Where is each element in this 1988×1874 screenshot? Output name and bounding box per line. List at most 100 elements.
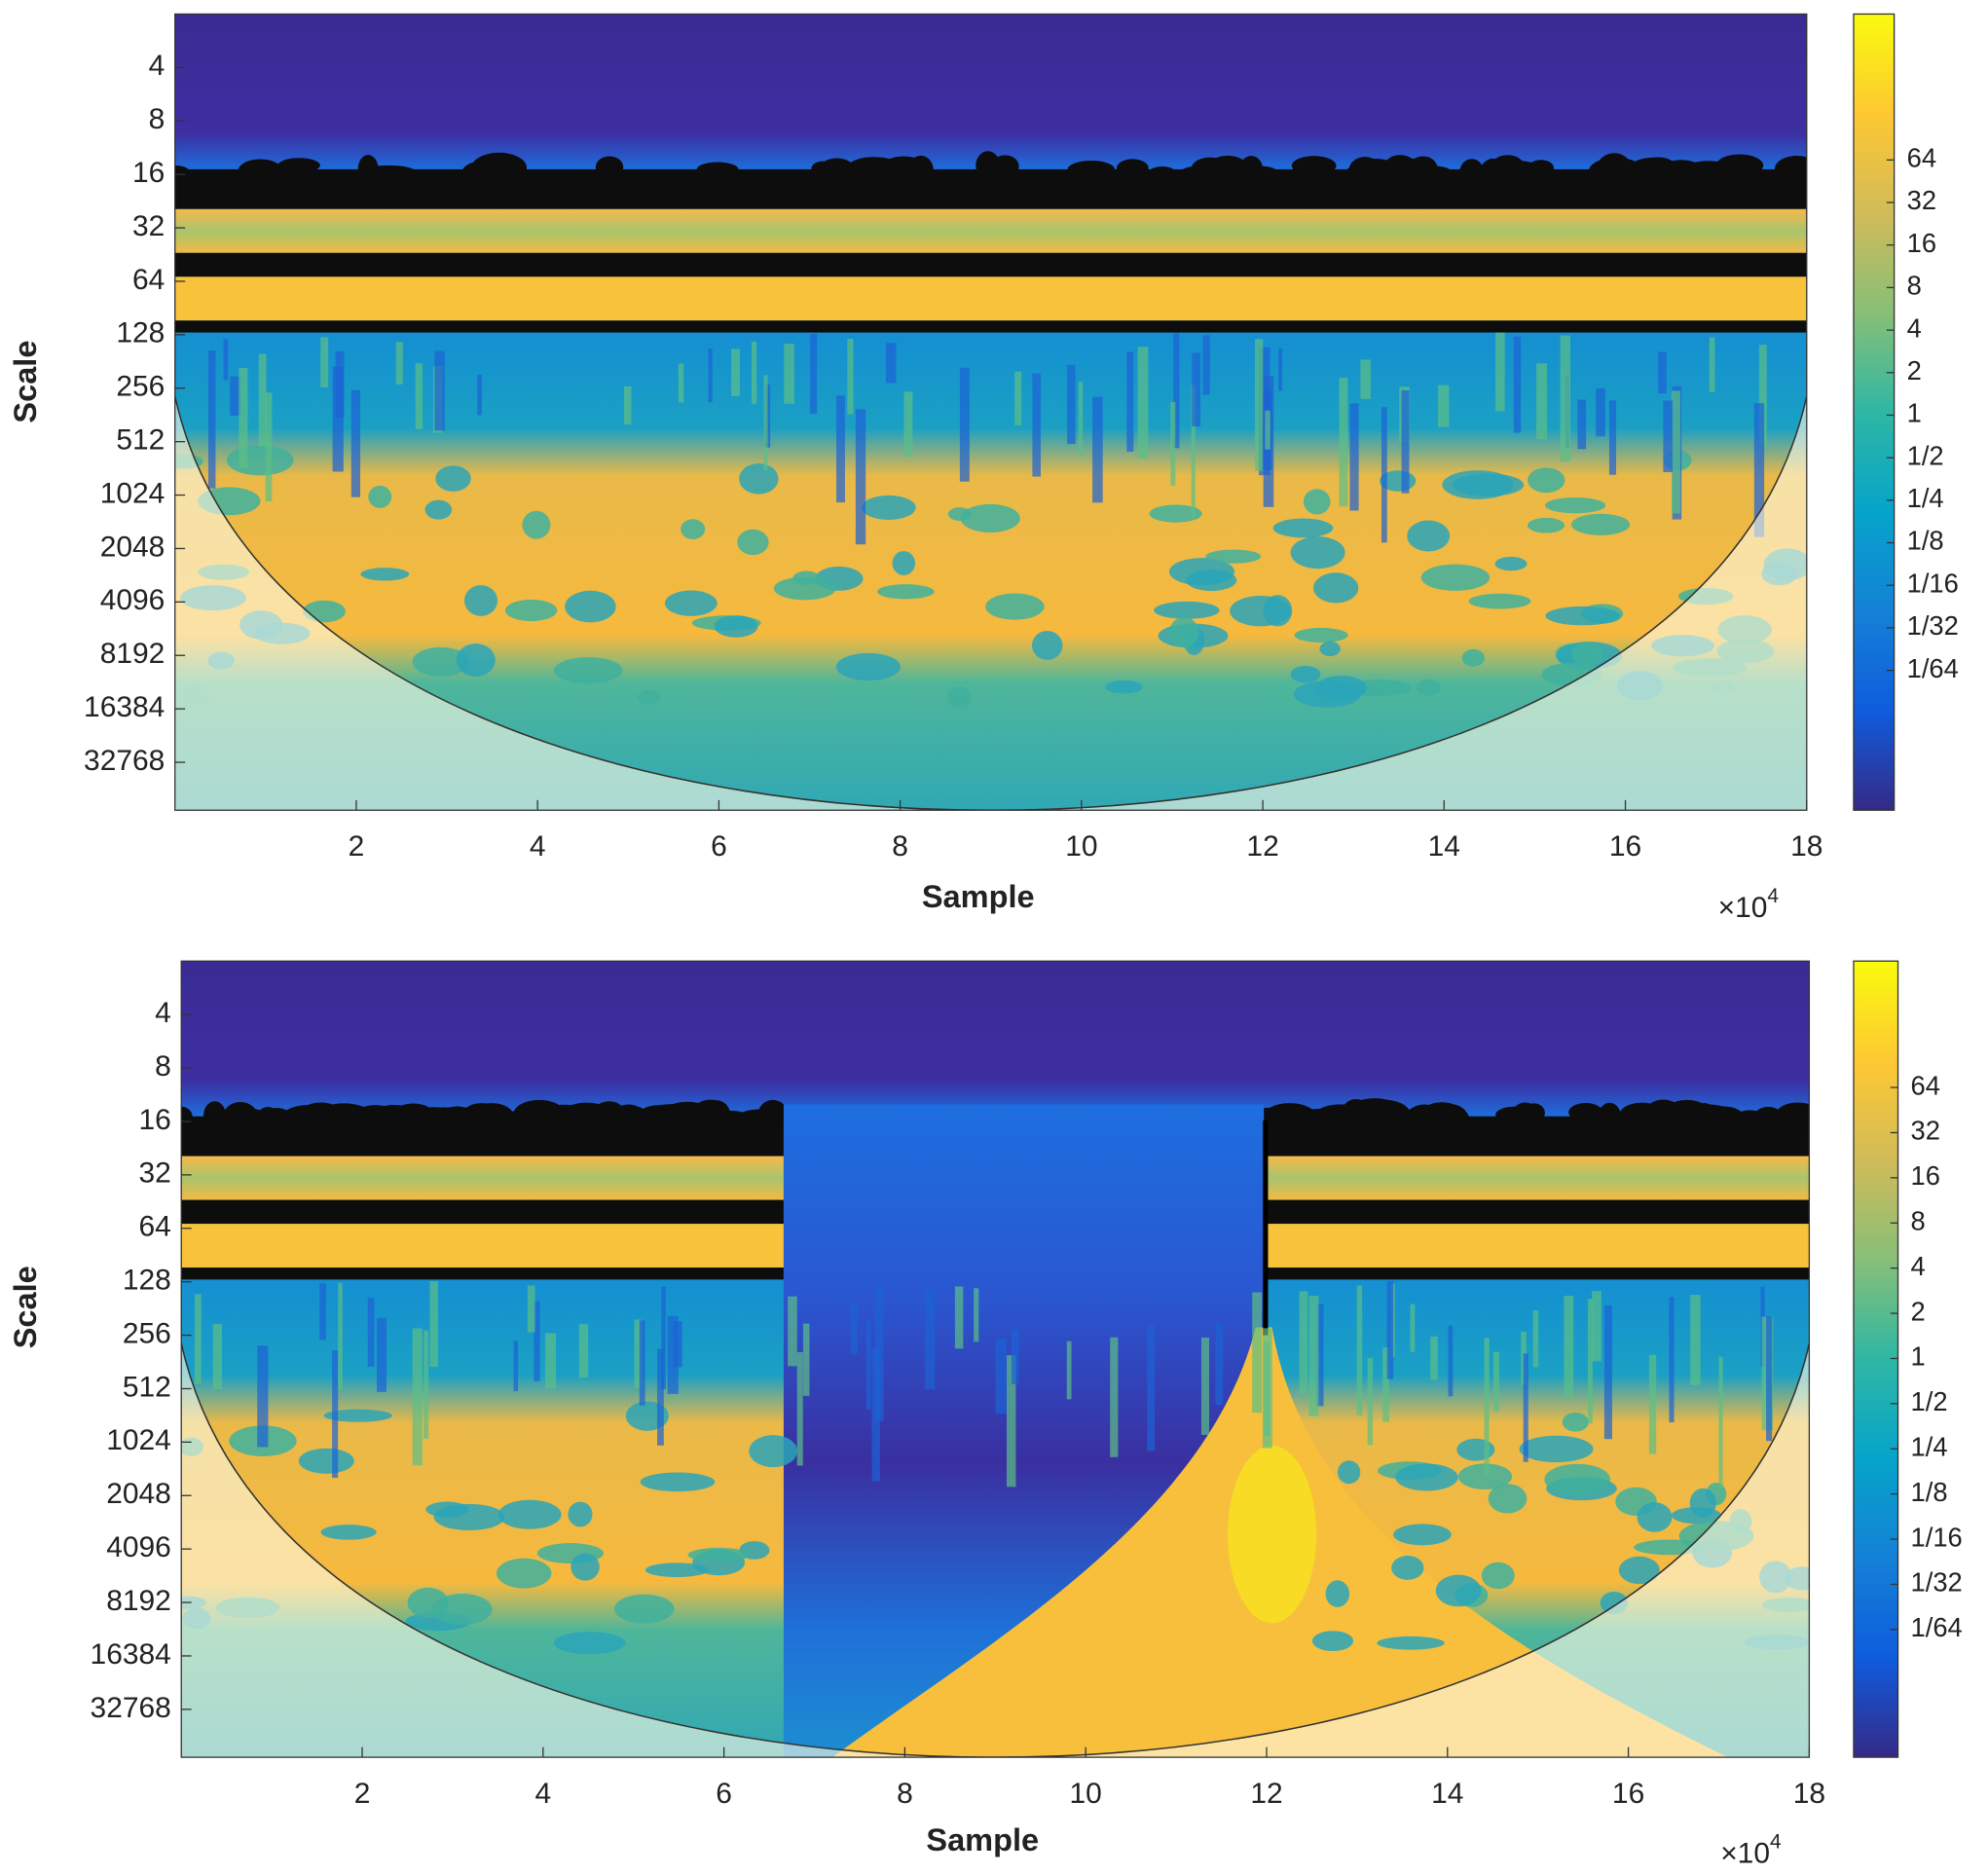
heatmap-texture xyxy=(553,1632,626,1655)
heatmap-texture xyxy=(855,409,866,545)
heatmap-texture xyxy=(903,391,913,457)
heatmap-texture xyxy=(595,156,624,178)
heatmap-texture xyxy=(522,510,551,539)
heatmap-texture xyxy=(1290,665,1321,683)
heatmap-texture xyxy=(1149,504,1202,523)
heatmap-texture xyxy=(881,156,926,177)
heatmap-texture xyxy=(368,485,392,508)
x-scale-base: ×10 xyxy=(1718,892,1768,924)
y-tick-label: 128 xyxy=(116,317,165,349)
heatmap-texture xyxy=(1603,1305,1612,1440)
colorbar-tick-label: 32 xyxy=(1911,1116,1940,1146)
heatmap-texture xyxy=(1562,1412,1589,1432)
y-tick-label: 4096 xyxy=(100,584,166,616)
heatmap-texture xyxy=(1289,1112,1320,1122)
heatmap-texture xyxy=(835,652,901,681)
heatmap-texture xyxy=(1495,332,1505,412)
heatmap-texture xyxy=(1367,1358,1374,1446)
heatmap-texture xyxy=(203,1101,227,1130)
colorbar-tick-label: 1/16 xyxy=(1911,1522,1963,1552)
heatmap-texture xyxy=(985,593,1045,620)
x-tick-label: 4 xyxy=(534,1778,551,1810)
chart: 2 4 6 8 10 12 14 16 1848163264128256512102420484… xyxy=(8,13,1959,924)
heatmap-texture xyxy=(395,342,403,385)
heatmap-texture xyxy=(1154,601,1220,619)
heatmap-texture xyxy=(223,339,229,381)
heatmap-band xyxy=(174,252,1807,277)
colorbar-tick-label: 8 xyxy=(1911,1205,1926,1235)
heatmap-texture xyxy=(1786,1105,1810,1125)
y-tick-label: 32 xyxy=(138,1157,170,1190)
heatmap-texture xyxy=(456,643,496,677)
heatmap-texture xyxy=(737,529,769,556)
heatmap-texture xyxy=(763,375,768,470)
heatmap-texture xyxy=(974,1288,979,1342)
heatmap-texture xyxy=(360,568,410,581)
heatmap-texture xyxy=(959,367,970,482)
colorbar-tick-label: 1/64 xyxy=(1911,1612,1963,1642)
heatmap-texture xyxy=(995,1339,1007,1415)
heatmap-texture xyxy=(1401,390,1410,494)
heatmap-texture xyxy=(1148,165,1176,180)
heatmap-texture xyxy=(836,395,845,503)
heatmap-texture xyxy=(544,1333,557,1389)
heatmap-texture xyxy=(1191,385,1196,519)
heatmap-texture xyxy=(298,1448,354,1474)
heatmap-texture xyxy=(731,349,740,397)
heatmap-texture xyxy=(1202,335,1210,395)
heatmap-texture xyxy=(634,1319,643,1389)
heatmap-texture xyxy=(1570,642,1603,667)
heatmap-texture xyxy=(1200,1337,1210,1435)
y-tick-label: 4096 xyxy=(106,1531,171,1563)
heatmap-texture xyxy=(1528,467,1565,494)
colorbar-tick-label: 1/4 xyxy=(1907,483,1944,513)
y-tick-label: 8192 xyxy=(106,1585,171,1617)
heatmap-texture xyxy=(638,689,661,706)
cone-shade xyxy=(174,395,1807,811)
heatmap-texture xyxy=(265,392,273,502)
heatmap-texture xyxy=(1671,1507,1722,1525)
heatmap-texture xyxy=(1263,595,1293,627)
heatmap-texture xyxy=(708,349,713,403)
y-tick-label: 1024 xyxy=(100,477,166,509)
heatmap-texture xyxy=(1410,1304,1416,1352)
y-tick-label: 32 xyxy=(132,210,165,242)
heatmap-texture xyxy=(238,159,283,184)
heatmap-texture xyxy=(1126,351,1134,453)
heatmap-texture xyxy=(1564,1295,1574,1398)
heatmap-texture xyxy=(1461,648,1486,667)
x-tick-label: 4 xyxy=(530,830,546,863)
heatmap-band xyxy=(181,1199,784,1225)
x-tick-label: 14 xyxy=(1428,830,1460,863)
heatmap-texture xyxy=(691,1099,730,1127)
heatmap-texture xyxy=(946,686,972,709)
colorbar-tick-label: 1/2 xyxy=(1911,1386,1948,1416)
heatmap-texture xyxy=(568,1501,593,1527)
heatmap-texture xyxy=(1012,1329,1019,1384)
heatmap-texture xyxy=(1492,1351,1500,1412)
heatmap-texture xyxy=(796,1351,803,1466)
heatmap-texture xyxy=(1105,680,1143,694)
y-tick-label: 32768 xyxy=(84,745,165,777)
heatmap-texture xyxy=(258,353,267,447)
heatmap-band xyxy=(174,276,1807,321)
heatmap-texture xyxy=(424,499,453,520)
heatmap-texture xyxy=(338,1282,343,1390)
heatmap-texture xyxy=(1587,1299,1593,1424)
heatmap-texture xyxy=(504,599,558,622)
heatmap-texture xyxy=(1078,382,1084,457)
heatmap-texture xyxy=(1252,1292,1263,1414)
y-tick-label: 8 xyxy=(155,1050,171,1083)
heatmap-texture xyxy=(1291,156,1337,176)
colorbar-tick-label: 64 xyxy=(1907,143,1936,173)
y-tick-label: 2048 xyxy=(100,531,166,563)
heatmap-texture xyxy=(847,339,854,415)
x-scale-base: ×10 xyxy=(1720,1837,1770,1869)
heatmap-texture xyxy=(1513,336,1522,433)
colorbar-tick-label: 2 xyxy=(1911,1296,1926,1326)
heatmap-band xyxy=(1264,1224,1810,1268)
heatmap-texture xyxy=(1265,410,1270,450)
heatmap-texture xyxy=(1532,1310,1539,1368)
y-tick-label: 64 xyxy=(138,1211,170,1243)
heatmap-texture xyxy=(1339,378,1348,507)
